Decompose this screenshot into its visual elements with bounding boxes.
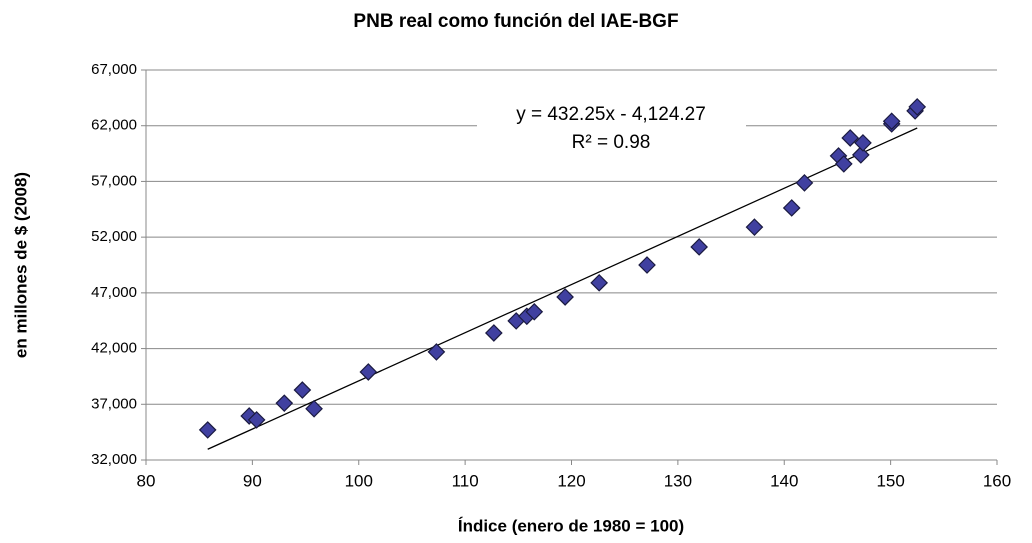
point (851, 146, 870, 164)
x-tick-label: 150 (876, 471, 904, 490)
point (525, 302, 544, 321)
point (795, 174, 814, 192)
y-tick-label: 62,000 (91, 117, 137, 134)
point (484, 324, 503, 342)
point (745, 218, 764, 236)
chart-title: PNB real como función del IAE-BGF (353, 11, 678, 32)
y-tick-label: 47,000 (91, 284, 137, 301)
point (293, 381, 312, 399)
point (590, 273, 609, 292)
point (198, 421, 217, 439)
point (556, 288, 574, 306)
point (908, 98, 927, 116)
x-tick-label: 120 (557, 471, 585, 490)
trendline-equation: y = 432.25x - 4,124.27 (516, 104, 706, 125)
point (427, 343, 446, 361)
x-tick-label: 160 (983, 471, 1011, 490)
y-tick-label: 57,000 (91, 172, 137, 189)
point (690, 238, 708, 256)
y-tick-label: 32,000 (91, 451, 137, 468)
y-tick-label: 37,000 (91, 395, 137, 412)
x-tick-label: 110 (452, 471, 479, 490)
point (841, 129, 860, 147)
point (638, 256, 656, 274)
y-tick-label: 67,000 (91, 61, 137, 78)
trendline-r2: R² = 0.98 (572, 132, 651, 153)
point (854, 134, 872, 152)
y-tick-label: 52,000 (91, 228, 137, 245)
point (247, 411, 266, 429)
x-tick-label: 140 (770, 471, 798, 490)
point (359, 363, 378, 381)
x-tick-label: 100 (345, 471, 373, 490)
x-axis-label: Índice (enero de 1980 = 100) (458, 516, 684, 535)
point (834, 155, 853, 173)
point (305, 399, 323, 418)
x-tick-label: 130 (664, 471, 692, 490)
x-tick-label: 90 (243, 471, 262, 490)
equation-box (477, 97, 746, 161)
y-tick-label: 42,000 (91, 340, 137, 357)
point (275, 394, 294, 413)
y-axis-label: en millones de $ (2008) (11, 172, 30, 358)
point (882, 112, 901, 131)
x-tick-label: 80 (137, 471, 156, 490)
point (782, 199, 801, 217)
